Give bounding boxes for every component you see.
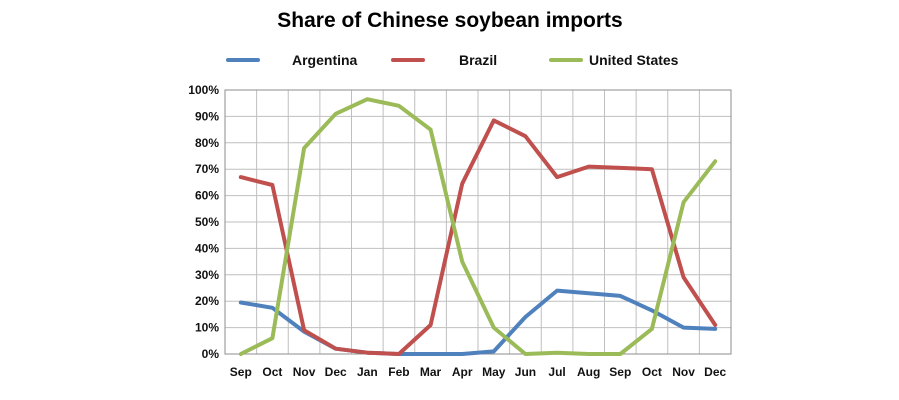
- legend: Argentina Brazil United States: [226, 52, 679, 68]
- x-tick-label: May: [482, 365, 506, 379]
- y-tick-label: 70%: [195, 162, 219, 176]
- y-tick-label: 10%: [195, 321, 219, 335]
- x-tick-label: Nov: [293, 365, 316, 379]
- y-tick-label: 50%: [195, 215, 219, 229]
- x-tick-label: Jun: [515, 365, 536, 379]
- x-tick-label: Dec: [704, 365, 726, 379]
- y-tick-label: 40%: [195, 241, 219, 255]
- legend-label-argentina: Argentina: [292, 52, 358, 68]
- series-lines: [238, 97, 718, 356]
- x-tick-label: Jul: [548, 365, 565, 379]
- legend-label-united-states: United States: [589, 52, 679, 68]
- y-tick-label: 90%: [195, 109, 219, 123]
- x-tick-label: Oct: [642, 365, 662, 379]
- chart-title: Share of Chinese soybean imports: [277, 9, 622, 32]
- x-tick-label: Feb: [388, 365, 409, 379]
- series-line-united-states: [238, 97, 718, 356]
- x-tick-label: Nov: [672, 365, 695, 379]
- y-axis-tick-labels: 0% 10% 20% 30% 40% 50% 60% 70% 80% 90% 100%: [188, 83, 219, 361]
- y-tick-label: 0%: [202, 347, 220, 361]
- y-tick-label: 80%: [195, 136, 219, 150]
- y-tick-label: 20%: [195, 294, 219, 308]
- x-tick-label: Sep: [230, 365, 252, 379]
- x-tick-label: Mar: [420, 365, 442, 379]
- x-tick-label: Sep: [609, 365, 631, 379]
- x-tick-label: Oct: [262, 365, 282, 379]
- x-tick-label: Aug: [577, 365, 600, 379]
- x-tick-label: Jan: [357, 365, 378, 379]
- x-axis-tick-labels: Sep Oct Nov Dec Jan Feb Mar Apr May Jun Jul Aug Sep O…: [230, 365, 727, 379]
- x-tick-label: Apr: [452, 365, 473, 379]
- series-line-brazil: [238, 118, 718, 356]
- y-tick-label: 30%: [195, 268, 219, 282]
- y-tick-label: 100%: [188, 83, 219, 97]
- y-tick-label: 60%: [195, 189, 219, 203]
- x-tick-label: Dec: [325, 365, 347, 379]
- legend-label-brazil: Brazil: [459, 52, 497, 68]
